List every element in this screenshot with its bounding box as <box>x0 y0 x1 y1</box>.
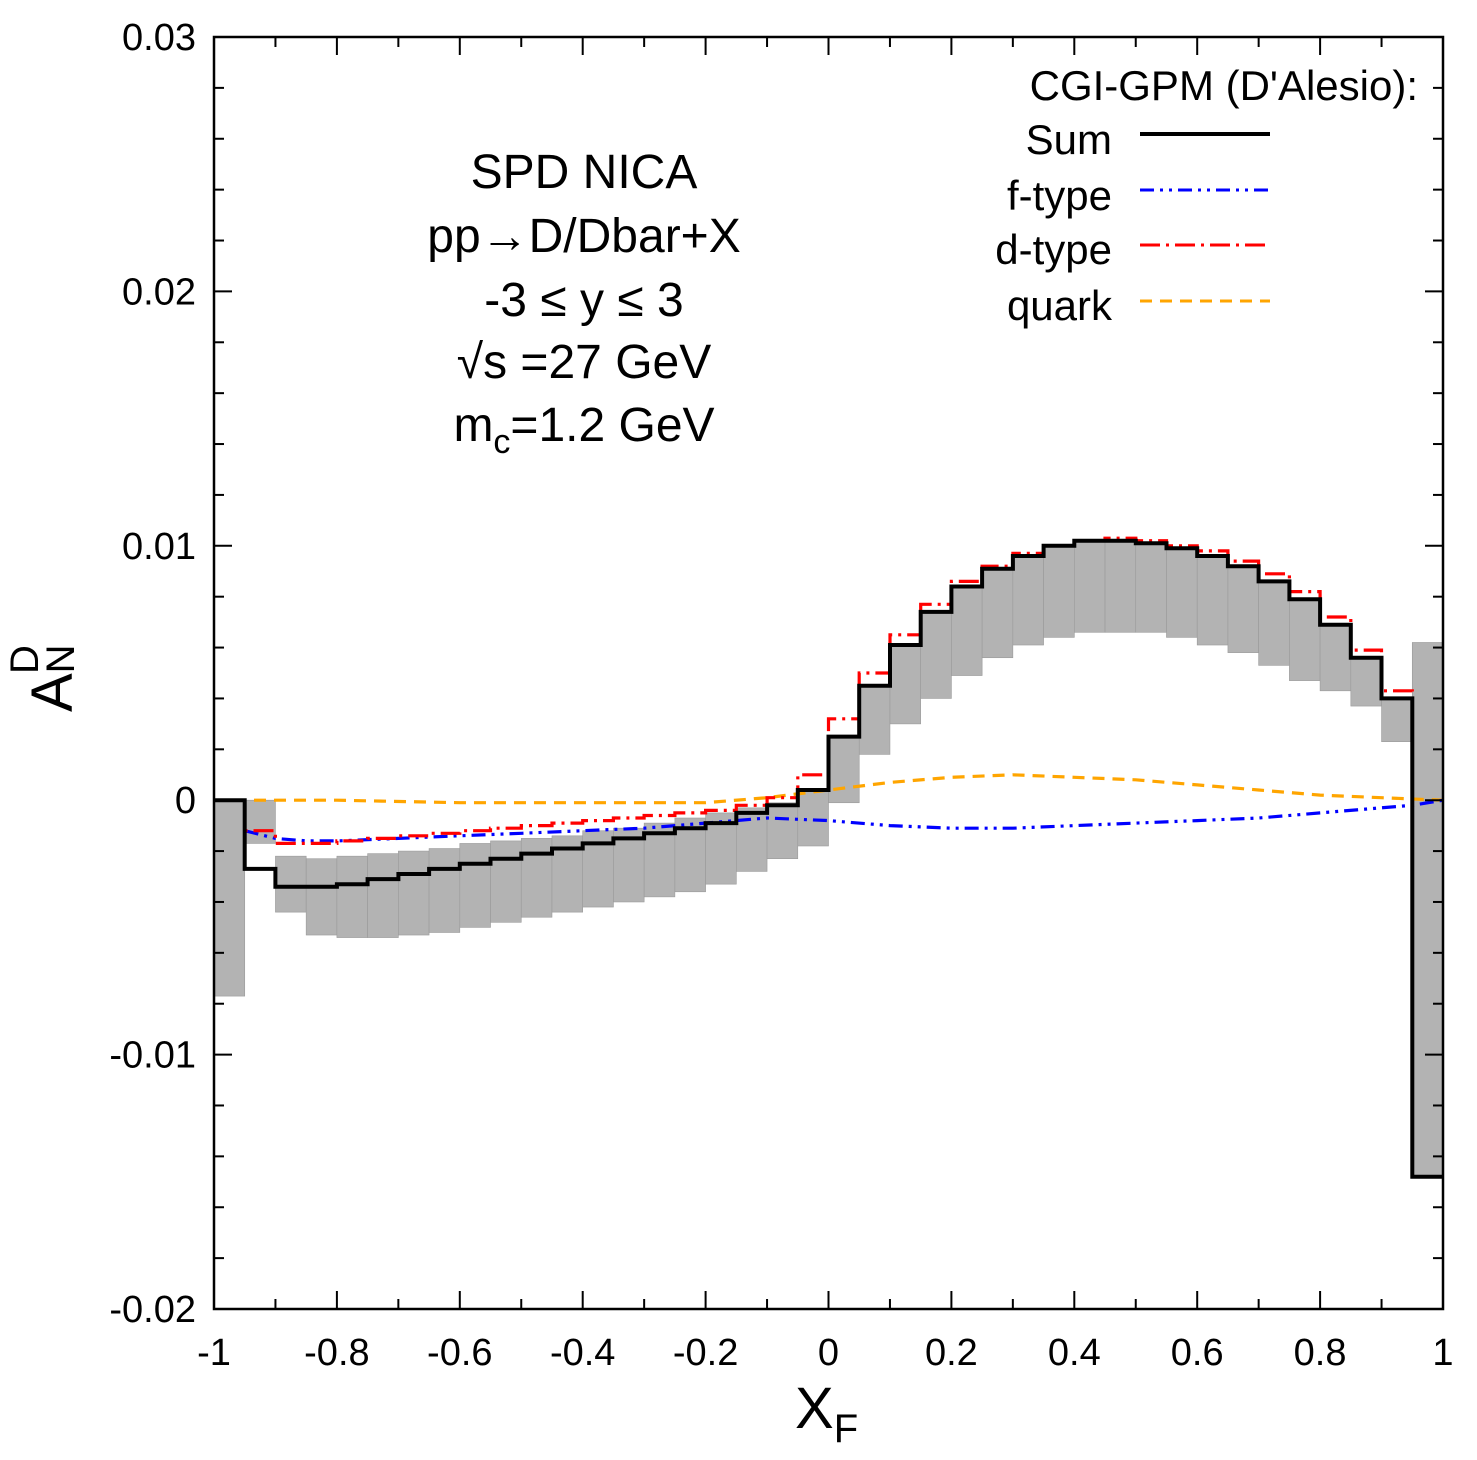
annotation-line-2: pp→D/Dbar+X <box>427 210 740 263</box>
legend-label-d-type: d-type <box>995 226 1112 273</box>
x-tick-label: -0.6 <box>427 1332 492 1374</box>
band-bin <box>1411 642 1444 1178</box>
band-bin <box>1074 540 1106 633</box>
x-tick-label: 0.6 <box>1171 1332 1224 1374</box>
band-bin <box>643 822 676 898</box>
band-bin <box>275 855 307 913</box>
band-bin <box>1381 698 1413 742</box>
band-bin <box>213 799 246 997</box>
band-bin <box>951 586 983 676</box>
series-lines <box>214 536 1444 1179</box>
band-bin <box>398 850 430 936</box>
band-bin <box>1289 598 1321 681</box>
series-quark-line <box>214 773 1444 805</box>
axis-ticks <box>213 36 1444 1310</box>
series-sum-line <box>214 538 1443 1179</box>
band-bin <box>889 644 921 725</box>
band-bin <box>1227 565 1259 653</box>
annotation: SPD NICA pp→D/Dbar+X -3 ≤ y ≤ 3 √s =27 G… <box>427 146 740 461</box>
band-bin <box>613 827 645 903</box>
x-tick-label: -1 <box>197 1332 231 1374</box>
series-d-type-line <box>214 536 1443 1179</box>
annotation-line-4: √s =27 GeV <box>457 336 711 389</box>
band-bin <box>520 838 553 918</box>
legend-label-quark: quark <box>1007 282 1113 329</box>
legend-label-sum: Sum <box>1026 116 1112 163</box>
band-bin <box>797 789 829 847</box>
band-bin <box>1258 581 1290 666</box>
band-bin <box>1196 555 1229 646</box>
y-axis-label-sup: D <box>3 645 47 674</box>
annotation-line-1: SPD NICA <box>471 146 698 199</box>
band-bin <box>1166 548 1198 638</box>
band-bin <box>736 807 768 872</box>
band-bin <box>305 858 338 936</box>
band-bin <box>1350 657 1382 707</box>
x-tick-label: -0.4 <box>550 1332 615 1374</box>
band-bin <box>459 843 491 928</box>
y-tick-label: -0.02 <box>109 1289 196 1331</box>
band-bin <box>367 853 399 938</box>
band-bin <box>766 802 799 860</box>
legend-title: CGI-GPM (D'Alesio): <box>1030 62 1418 109</box>
y-tick-label: 0 <box>175 780 196 822</box>
y-tick-label: 0.02 <box>122 271 196 313</box>
x-tick-label: 0 <box>818 1332 839 1374</box>
band-bin <box>336 855 368 938</box>
band-bin <box>828 736 860 804</box>
x-tick-label: 0.4 <box>1048 1332 1101 1374</box>
annotation-line-3: -3 ≤ y ≤ 3 <box>484 274 683 327</box>
band-bin <box>244 799 276 844</box>
x-axis-label: XF <box>795 1376 858 1451</box>
svg-text:AN: AN <box>20 644 85 712</box>
band-bin <box>1319 624 1352 692</box>
band-bin <box>1104 540 1137 633</box>
y-tick-label: 0.01 <box>122 526 196 568</box>
x-tick-label: 0.2 <box>925 1332 978 1374</box>
y-tick-label: 0.03 <box>122 17 196 59</box>
band-bin <box>981 568 1014 659</box>
band-bin <box>428 848 461 933</box>
x-tick-label: 1 <box>1432 1332 1453 1374</box>
band-bin <box>858 685 891 755</box>
band-bin <box>1043 545 1075 638</box>
band-bin <box>1135 542 1167 633</box>
y-tick-label: -0.01 <box>109 1035 196 1077</box>
band-bin <box>674 817 706 893</box>
axis-tick-labels: -1 -0.8 -0.6 -0.4 -0.2 0 0.2 0.4 0.6 0.8 1 -0.02 -0.… <box>109 17 1453 1374</box>
legend-label-f-type: f-type <box>1007 172 1112 219</box>
band-bin <box>920 611 952 699</box>
x-tick-label: 0.8 <box>1294 1332 1347 1374</box>
annotation-line-5: mc=1.2 GeV <box>453 399 714 461</box>
band-bin <box>490 840 522 923</box>
x-tick-label: -0.8 <box>304 1332 369 1374</box>
y-axis-label-sub: N <box>39 644 83 673</box>
y-axis-label: AN D <box>3 644 85 712</box>
x-tick-label: -0.2 <box>673 1332 738 1374</box>
band-bin <box>1012 555 1044 646</box>
legend: CGI-GPM (D'Alesio): Sum f-type d-type qu… <box>995 62 1418 329</box>
